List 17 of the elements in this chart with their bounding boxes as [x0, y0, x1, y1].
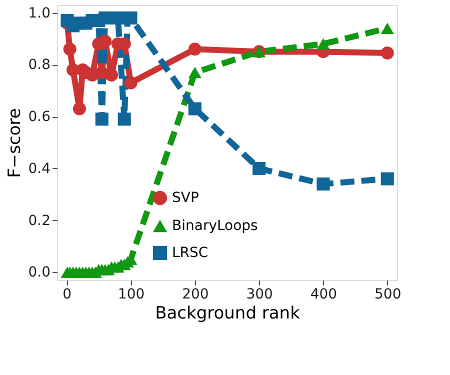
legend-label: LRSC: [172, 245, 208, 261]
legend-label: SVP: [172, 190, 199, 206]
y-tick-label: 0.2: [28, 212, 50, 229]
y-tick-label: 0.6: [28, 109, 51, 126]
y-tick-label: 0.8: [28, 57, 50, 74]
legend-label: BinaryLoops: [172, 218, 258, 234]
x-tick-label: 200: [182, 286, 209, 302]
y-tick-label: 1.0: [28, 5, 50, 22]
x-tick-label: 0: [62, 286, 72, 302]
x-tick-label: 400: [310, 286, 338, 302]
x-tick-label: 100: [118, 286, 145, 302]
y-axis-title: F−score: [5, 108, 26, 178]
y-tick-label: 0.0: [28, 264, 50, 281]
y-tick-label: 0.4: [28, 160, 51, 177]
x-axis-title: Background rank: [155, 304, 300, 324]
x-tick-label: 300: [246, 286, 273, 302]
x-tick-label: 500: [374, 286, 402, 302]
